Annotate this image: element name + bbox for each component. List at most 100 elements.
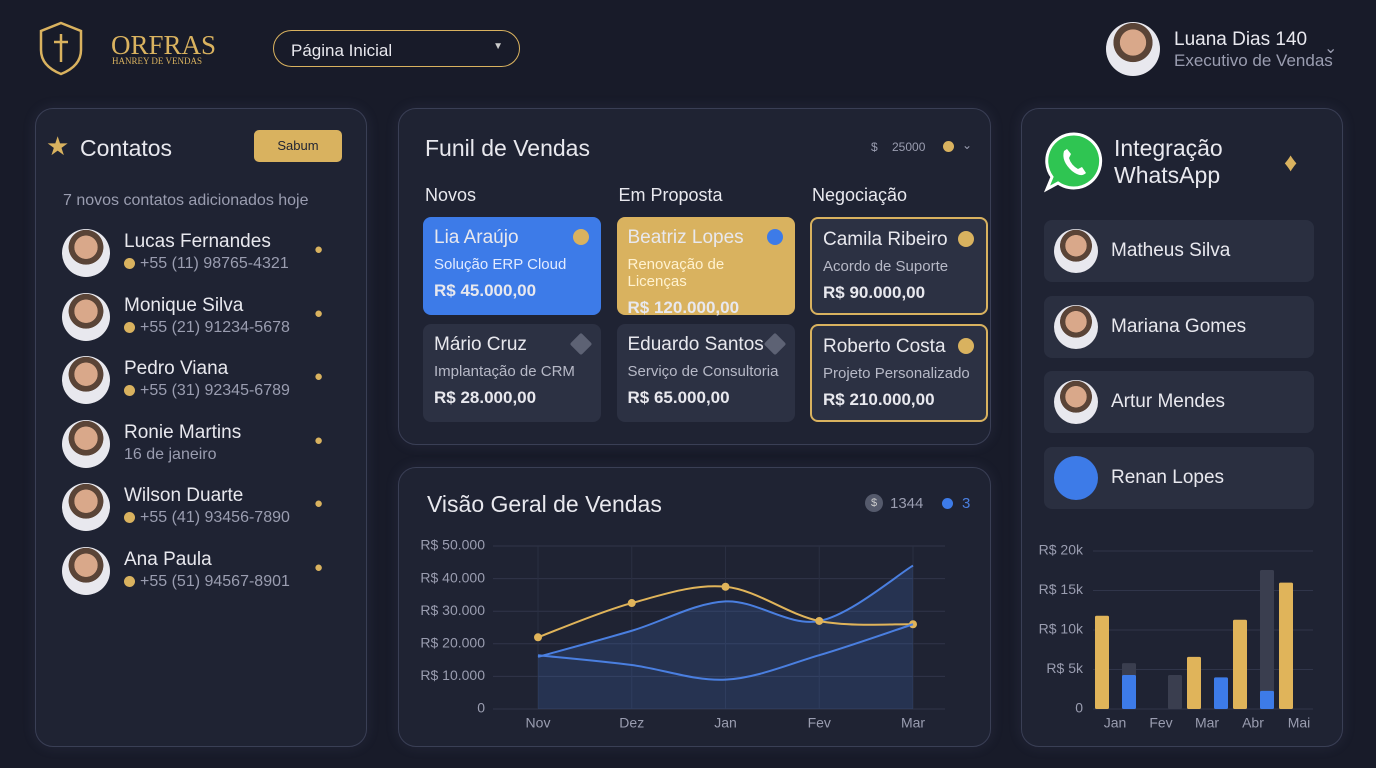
deal-name: Lia Araújo bbox=[434, 227, 519, 248]
contact-detail: +55 (51) 94567-8901 bbox=[140, 573, 290, 590]
user-avatar[interactable] bbox=[1106, 22, 1160, 76]
y-tick-label: R$ 20k bbox=[1039, 542, 1084, 558]
whatsapp-contact[interactable]: Artur Mendes bbox=[1044, 371, 1314, 434]
user-menu-arrow[interactable]: ⌄ bbox=[1324, 40, 1338, 57]
x-tick-label: Jan bbox=[1104, 715, 1127, 731]
contact-detail: +55 (41) 93456-7890 bbox=[140, 509, 290, 527]
contact-avatar bbox=[62, 419, 110, 468]
whatsapp-avatar bbox=[1054, 304, 1098, 349]
x-tick-label: Mai bbox=[1288, 715, 1311, 731]
status-dot bbox=[943, 141, 954, 152]
column-title: Novos bbox=[425, 185, 477, 205]
deal-description: Renovação de Licenças bbox=[627, 256, 725, 290]
deal-card[interactable]: Lia Araújo Solução ERP Cloud R$ 45.000,00 bbox=[423, 217, 601, 315]
whatsapp-name: Renan Lopes bbox=[1111, 467, 1225, 489]
whatsapp-avatar bbox=[1054, 380, 1098, 425]
gold-icon: ♦ bbox=[1284, 147, 1298, 177]
y-tick-label: R$ 40.000 bbox=[420, 569, 485, 585]
bar bbox=[1214, 677, 1228, 709]
x-tick-label: Nov bbox=[526, 715, 551, 731]
y-tick-label: R$ 50.000 bbox=[420, 537, 485, 553]
y-tick-label: R$ 10k bbox=[1039, 621, 1084, 637]
deal-name: Mário Cruz bbox=[434, 334, 527, 355]
deal-card[interactable]: Roberto Costa Projeto Personalizado R$ 210… bbox=[810, 324, 988, 422]
contact-avatar bbox=[62, 292, 110, 341]
area bbox=[538, 565, 913, 709]
contact-detail: +55 (11) 98765-4321 bbox=[140, 255, 289, 272]
contact-row[interactable]: Wilson Duarte +55 (41) 93456-7890 ● bbox=[62, 481, 362, 537]
deal-card[interactable]: Beatriz Lopes Renovação de Licenças R$ 120… bbox=[616, 217, 795, 317]
y-tick-label: R$ 30.000 bbox=[420, 602, 485, 618]
contact-name: Lucas Fernandes bbox=[124, 231, 271, 252]
column-title: Em Proposta bbox=[618, 185, 723, 205]
deal-card[interactable]: Mário Cruz Implantação de CRM R$ 28.000,00 bbox=[423, 324, 601, 422]
whatsapp-icon bbox=[1044, 132, 1103, 193]
y-tick-label: R$ 5k bbox=[1046, 660, 1084, 676]
column-title: Negociação bbox=[812, 185, 908, 205]
whatsapp-contact[interactable]: Renan Lopes bbox=[1044, 447, 1314, 510]
contact-row[interactable]: Monique Silva +55 (21) 91234-5678 ● bbox=[62, 291, 362, 347]
x-tick-label: Dez bbox=[619, 715, 644, 731]
contact-icon bbox=[124, 321, 135, 333]
contacts-button[interactable]: Sabum bbox=[254, 130, 342, 162]
funnel-title: Funil de Vendas bbox=[425, 135, 590, 161]
point bbox=[627, 599, 636, 608]
point bbox=[815, 616, 824, 625]
user-role: Executivo de Vendas bbox=[1174, 51, 1333, 70]
deal-description: Acordo de Suporte bbox=[823, 258, 949, 275]
deal-description: Implantação de CRM bbox=[434, 363, 575, 380]
deal-value: R$ 28.000,00 bbox=[434, 388, 537, 407]
x-tick-label: Fev bbox=[1149, 715, 1172, 731]
deal-status bbox=[958, 231, 974, 247]
line-chart: 0 R$ 10.000 R$ 20.000 R$ 30.000 R$ 40.000 R$ … bbox=[420, 537, 945, 731]
whatsapp-avatar bbox=[1054, 229, 1098, 273]
x-tick-label: Fev bbox=[808, 715, 831, 731]
contact-avatar bbox=[62, 547, 110, 595]
brand-logo bbox=[39, 21, 83, 76]
contact-row[interactable]: Ana Paula +55 (51) 94567-8901 ● bbox=[62, 545, 362, 601]
whatsapp-contact[interactable]: Mariana Gomes bbox=[1044, 295, 1314, 358]
deal-value: R$ 210.000,00 bbox=[823, 390, 935, 409]
contact-action[interactable]: ● bbox=[314, 559, 324, 576]
x-tick-label: Abr bbox=[1242, 715, 1264, 731]
stat-dot bbox=[942, 498, 953, 509]
brand-subtitle: HANREY DE VENDAS bbox=[112, 56, 202, 66]
brand: ORFRAS bbox=[111, 30, 217, 60]
x-tick-label: Mar bbox=[1195, 715, 1219, 731]
contact-action[interactable]: ● bbox=[314, 241, 324, 258]
deal-status bbox=[573, 229, 589, 245]
contact-detail: 16 de janeiro bbox=[124, 445, 217, 463]
nav-select[interactable]: Página Inicial ▼ bbox=[273, 30, 520, 67]
contact-name: Ana Paula bbox=[124, 549, 212, 570]
deal-description: Serviço de Consultoria bbox=[627, 363, 779, 380]
deal-card[interactable]: Camila Ribeiro Acordo de Suporte R$ 90.000… bbox=[810, 217, 988, 315]
y-tick-label: 0 bbox=[1075, 700, 1083, 716]
contact-row[interactable]: Lucas Fernandes +55 (11) 98765-4321 ● bbox=[62, 227, 362, 283]
contact-action[interactable]: ● bbox=[314, 304, 324, 322]
contact-action[interactable]: ● bbox=[314, 431, 324, 449]
stat-value: 1344 bbox=[890, 495, 924, 512]
whatsapp-name: Mariana Gomes bbox=[1111, 315, 1247, 337]
whatsapp-contact[interactable]: Matheus Silva bbox=[1044, 220, 1314, 282]
bar bbox=[1095, 615, 1109, 709]
contacts-subtitle: 7 novos contatos adicionados hoje bbox=[63, 192, 309, 209]
contact-row[interactable]: Ronie Martins 16 de janeiro ● bbox=[62, 418, 362, 474]
line bbox=[537, 623, 914, 681]
user-name: Luana Dias 140 bbox=[1174, 29, 1308, 50]
y-tick-label: R$ 10.000 bbox=[420, 667, 485, 683]
contact-icon bbox=[124, 385, 135, 397]
y-tick-label: R$ 20.000 bbox=[420, 635, 485, 651]
contact-avatar bbox=[62, 229, 110, 277]
contact-action[interactable]: ● bbox=[314, 495, 324, 513]
contact-row[interactable]: Pedro Viana +55 (31) 92345-6789 ● bbox=[62, 354, 362, 410]
contact-action[interactable]: ● bbox=[314, 368, 324, 386]
deal-card[interactable]: Eduardo Santos Serviço de Consultoria R$ 6… bbox=[616, 324, 795, 422]
stat-icon: $ bbox=[865, 494, 883, 512]
contact-avatar bbox=[62, 356, 110, 405]
whatsapp-panel: Integração WhatsApp ♦ Matheus Silva Maria… bbox=[1021, 108, 1343, 747]
contact-avatar bbox=[62, 483, 110, 532]
point bbox=[534, 633, 542, 642]
funnel-menu[interactable]: ⌄ bbox=[962, 138, 973, 152]
contacts-panel: ★ Contatos Sabum 7 novos contatos adicio… bbox=[35, 108, 367, 747]
